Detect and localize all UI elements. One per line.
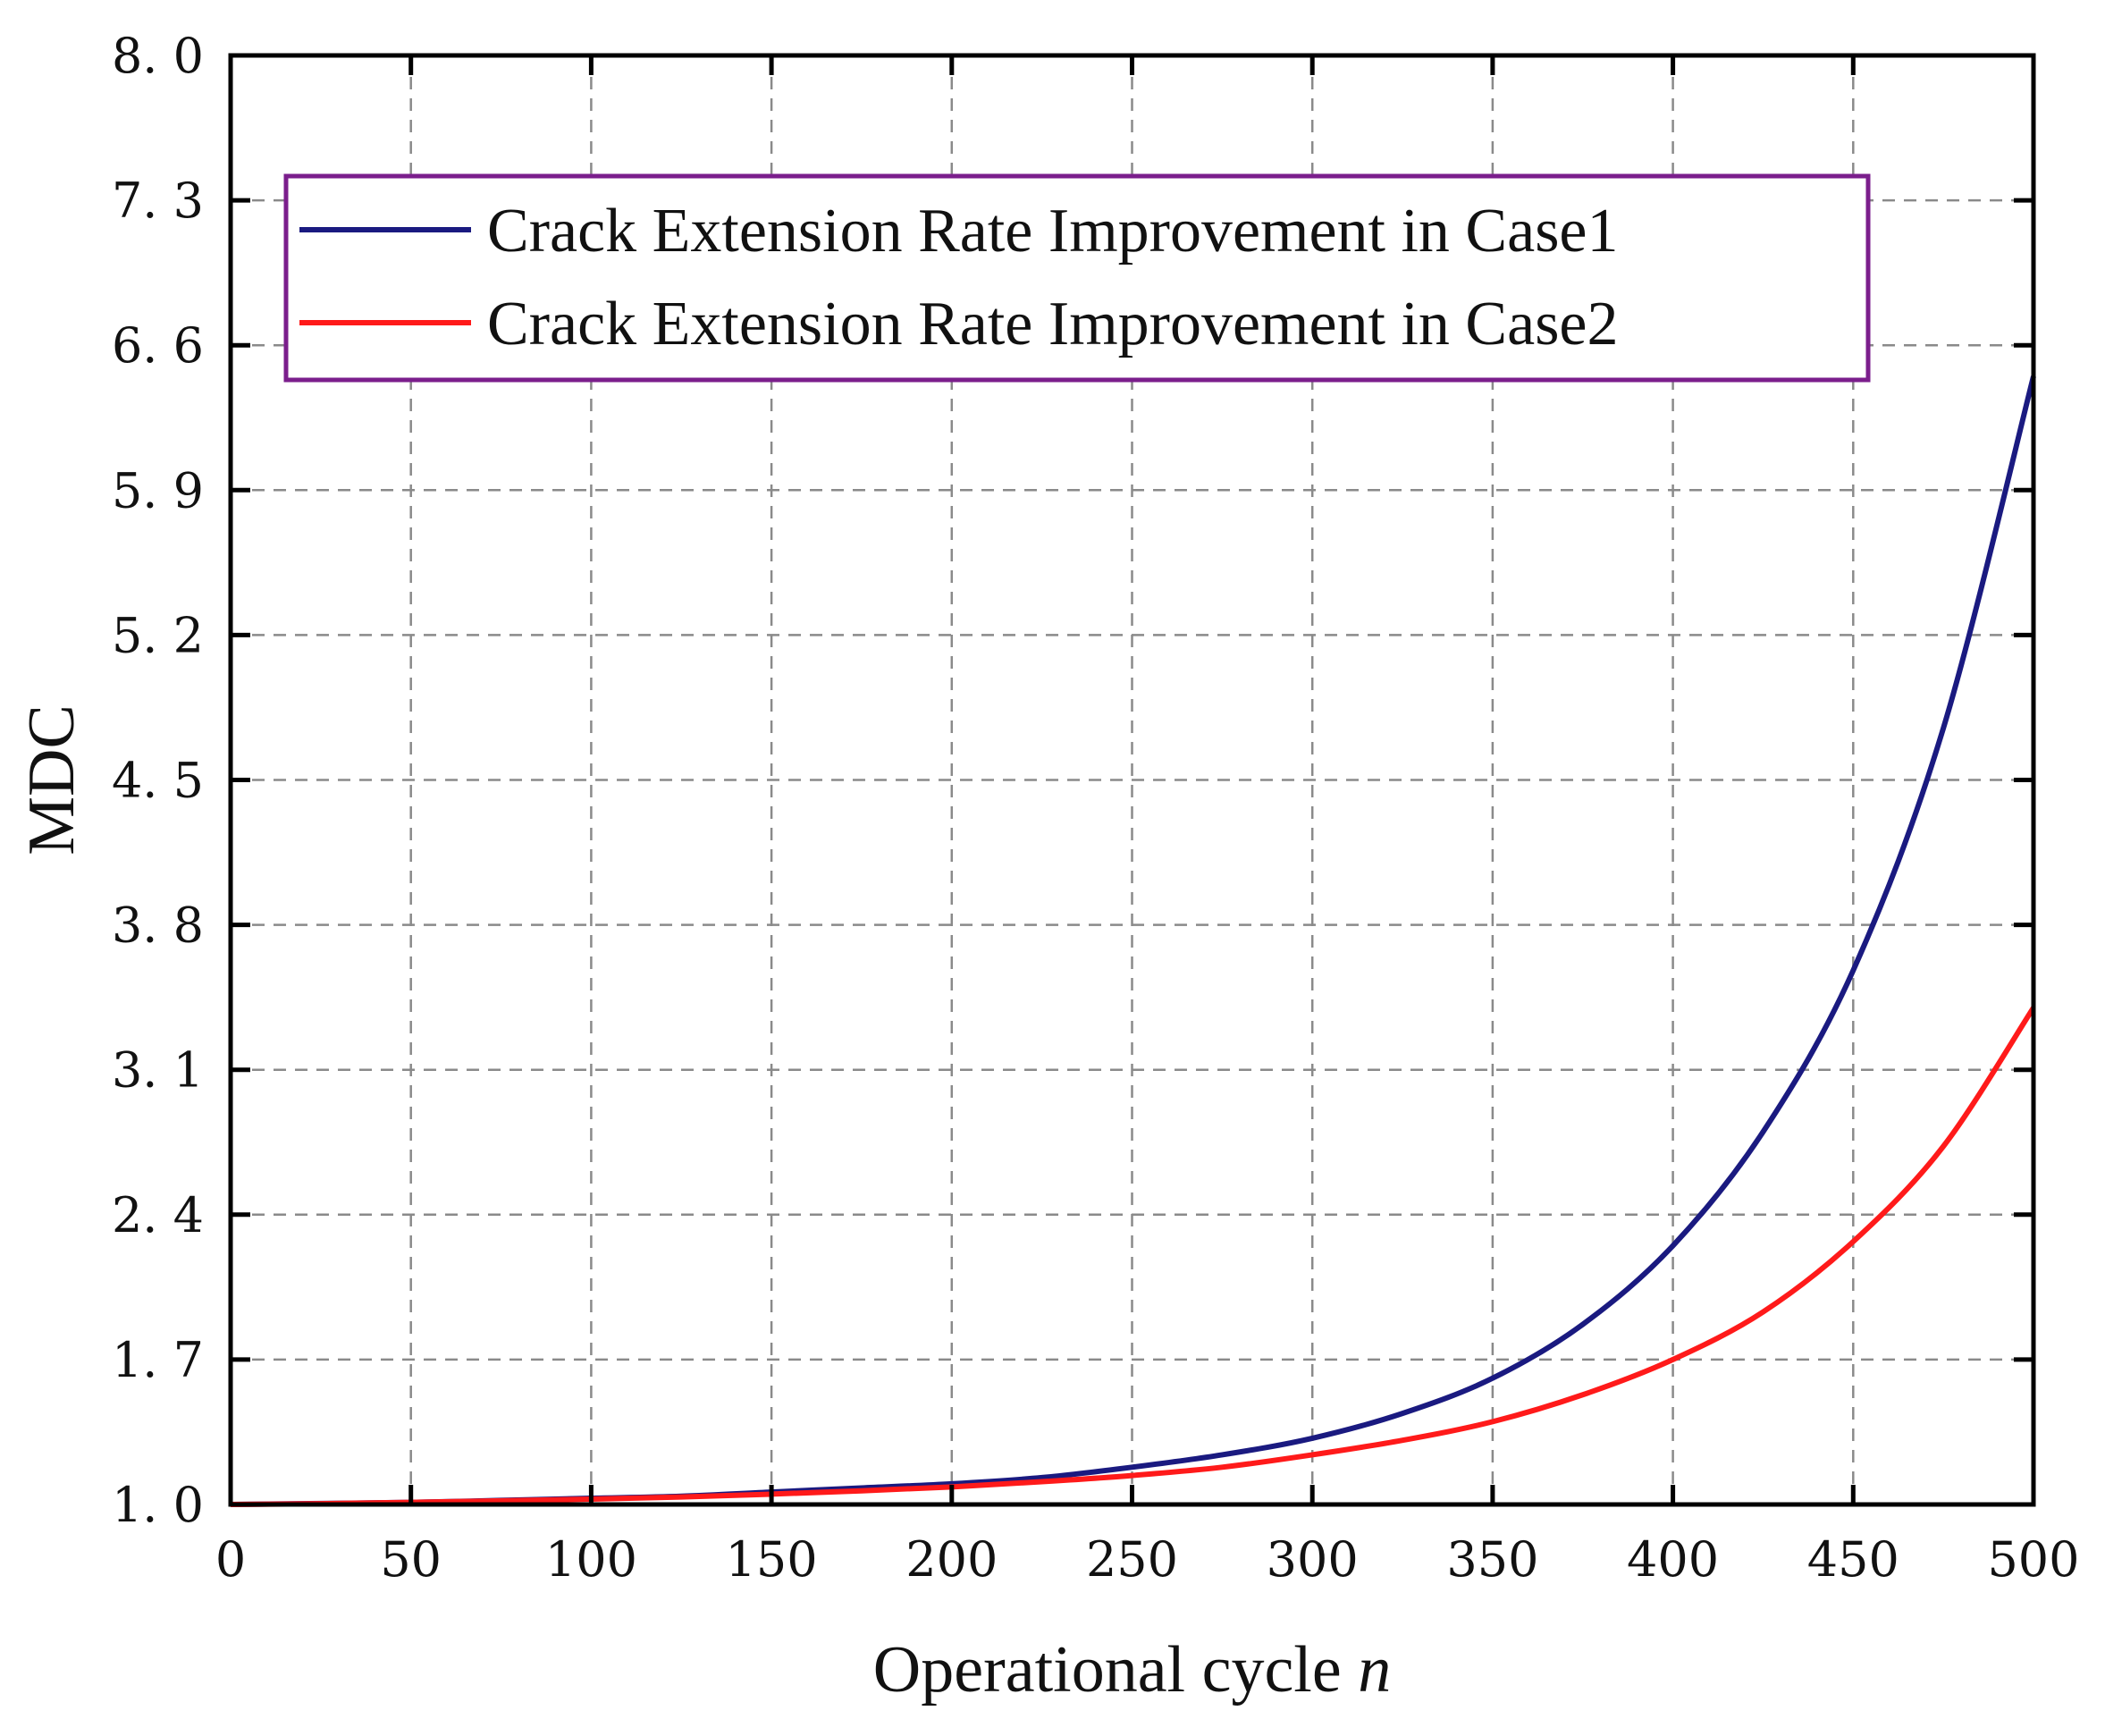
axis-ticks [228,53,2036,1507]
legend: Crack Extension Rate Improvement in Case… [283,173,1871,383]
tick-labels: 0 50 100 150 200 250 300 350 400 450 500 1. 0 1. 7 2.… [112,28,2080,1588]
x-axis-title-text: Operational cycle [873,1633,1342,1707]
y-tick-label: 3. 1 [112,1042,204,1099]
y-tick-label: 2. 4 [112,1187,204,1243]
y-tick-label: 5. 2 [112,607,204,663]
y-axis-title: MDC [15,704,88,855]
y-tick-label: 8. 0 [112,28,204,84]
y-tick-label: 6. 6 [112,317,204,374]
x-tick-label: 350 [1446,1531,1538,1588]
legend-box [283,173,1871,383]
x-tick-label: 450 [1807,1531,1899,1588]
x-tick-label: 150 [726,1531,818,1588]
y-tick-label: 5. 9 [112,462,204,518]
legend-label-case1: Crack Extension Rate Improvement in Case… [487,197,1619,265]
series-line-case2 [230,1006,2036,1507]
series-layer [230,375,2036,1507]
y-tick-label: 1. 7 [112,1332,204,1388]
x-tick-label: 100 [545,1531,637,1588]
legend-label-case2: Crack Extension Rate Improvement in Case… [487,290,1619,358]
x-tick-label: 0 [215,1531,246,1588]
x-tick-label: 300 [1267,1531,1359,1588]
y-tick-label: 3. 8 [112,897,204,954]
x-tick-label: 250 [1086,1531,1178,1588]
y-tick-label: 1. 0 [112,1477,204,1533]
x-axis-title: Operational cycle n [873,1633,1391,1707]
y-tick-label: 7. 3 [112,173,204,229]
x-tick-label: 50 [380,1531,442,1588]
x-tick-label: 200 [905,1531,998,1588]
x-axis-title-variable: n [1358,1633,1391,1707]
y-tick-label: 4. 5 [112,753,204,809]
x-tick-label: 500 [1987,1531,2079,1588]
x-tick-label: 400 [1627,1531,1719,1588]
